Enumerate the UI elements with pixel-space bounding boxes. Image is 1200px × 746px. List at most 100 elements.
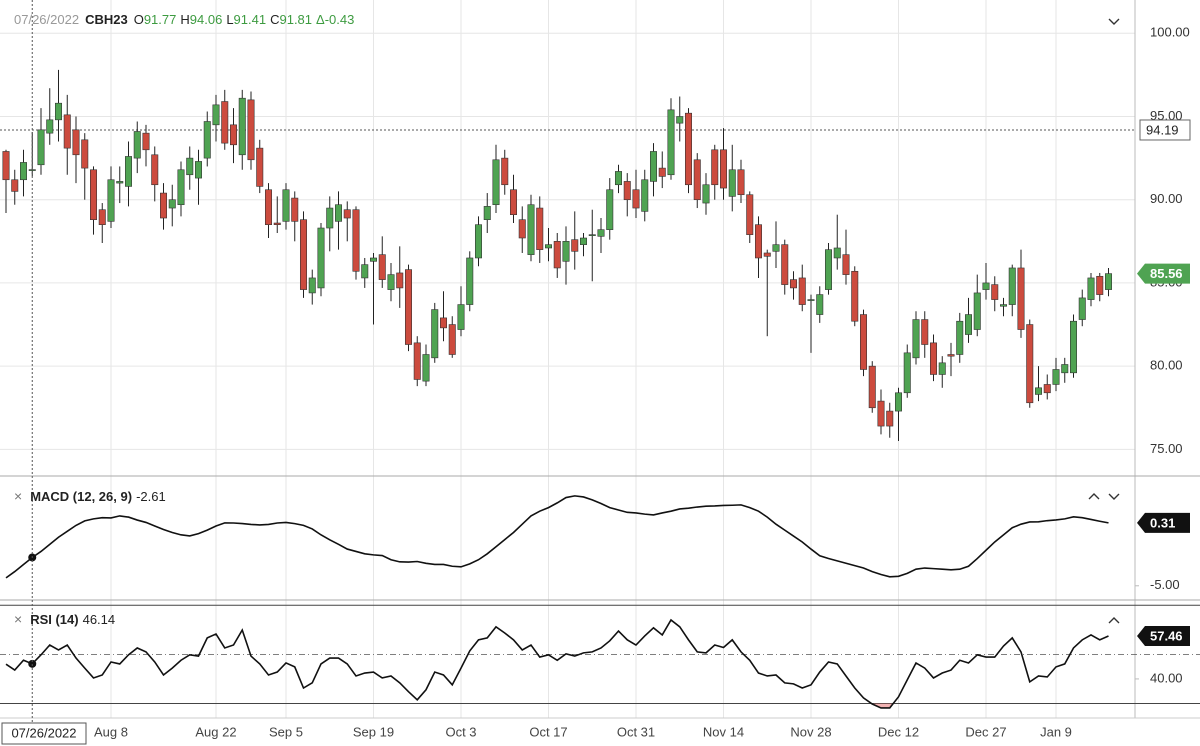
candle-body <box>1070 320 1078 374</box>
candle-body <box>553 241 561 269</box>
candle-body <box>737 169 745 196</box>
candle-body <box>396 272 404 289</box>
open-value: 91.77 <box>143 12 177 27</box>
candle-body <box>439 317 447 329</box>
candle-body <box>536 207 544 250</box>
indicator-line <box>5 495 1109 579</box>
candle-body <box>789 279 797 289</box>
candle-body <box>142 132 150 151</box>
candle-body <box>404 269 412 345</box>
y-tick-label: 90.00 <box>1150 191 1183 206</box>
candle-body <box>999 304 1007 307</box>
candle-body <box>195 161 203 179</box>
move-down-icon[interactable] <box>1108 493 1120 500</box>
candle-body <box>308 277 316 294</box>
candle-body <box>168 199 176 209</box>
indicator-line <box>5 618 1109 709</box>
close-icon[interactable]: × <box>14 611 23 627</box>
candle-body <box>579 237 587 245</box>
candle-body <box>116 181 124 184</box>
candle-body <box>326 207 334 229</box>
candle-body <box>369 257 377 262</box>
candle-body <box>160 192 168 219</box>
candle-body <box>973 292 981 330</box>
candle-body <box>964 314 972 335</box>
candle-body <box>352 209 360 272</box>
candle-body <box>492 159 500 206</box>
last-price-badge: 85.56 <box>1150 266 1183 281</box>
macd-legend: × MACD (12, 26, 9) -2.61 <box>14 488 166 504</box>
change-value: -0.43 <box>324 12 355 27</box>
candle-body <box>588 234 596 236</box>
candle-body <box>81 139 89 169</box>
plot-layer <box>0 0 1135 718</box>
candle-body <box>1052 369 1060 385</box>
candle-body <box>658 167 666 177</box>
candle-body <box>684 112 692 186</box>
candle-body <box>1105 273 1113 290</box>
candle-body <box>299 219 307 290</box>
candle-body <box>448 324 456 355</box>
candle-body <box>509 189 517 215</box>
candle-body <box>54 102 62 121</box>
candle-body <box>107 179 115 222</box>
candle-body <box>667 109 675 176</box>
crosshair-dot <box>28 659 37 668</box>
candle-body <box>238 97 246 156</box>
x-tick-label: Oct 31 <box>617 724 655 739</box>
candle-body <box>361 264 369 279</box>
candle-body <box>256 147 264 187</box>
candle-body <box>518 219 526 239</box>
candle-body <box>877 400 885 427</box>
candle-body <box>212 104 220 126</box>
candle-body <box>273 222 281 225</box>
legend: 07/26/2022 CBH23 O91.77 H94.06 L91.41 C91.81 Δ… <box>14 12 354 27</box>
candle-body <box>221 101 229 144</box>
change-label: Δ <box>316 12 325 27</box>
candle-body <box>894 392 902 412</box>
candle-body <box>282 189 290 222</box>
move-up-icon[interactable] <box>1108 617 1120 624</box>
candle-body <box>982 282 990 290</box>
x-tick-label: Oct 17 <box>529 724 567 739</box>
candle-body <box>842 254 850 275</box>
y-tick-label: 40.00 <box>1150 670 1183 685</box>
candle-body <box>527 204 535 255</box>
y-tick-label: 75.00 <box>1150 441 1183 456</box>
candle-body <box>912 319 920 359</box>
candle-body <box>186 157 194 176</box>
candle-body <box>807 299 815 301</box>
candle-body <box>938 362 946 375</box>
ohlc-label: L <box>226 12 234 27</box>
x-tick-label: Aug 8 <box>94 724 128 739</box>
candle-body <box>1026 324 1034 404</box>
candle-body <box>11 179 19 192</box>
x-tick-label: Dec 27 <box>965 724 1006 739</box>
candle-body <box>37 129 45 166</box>
candle-body <box>46 119 54 134</box>
x-tick-label: Oct 3 <box>445 724 476 739</box>
candle-body <box>457 304 465 330</box>
candle-body <box>903 352 911 394</box>
candle-body <box>264 189 272 225</box>
candle-body <box>562 241 570 262</box>
x-tick-label: Nov 14 <box>703 724 744 739</box>
candle-body <box>19 162 27 181</box>
candle-body <box>544 244 552 249</box>
close-icon[interactable]: × <box>14 488 23 504</box>
x-tick-label: Sep 19 <box>353 724 394 739</box>
high-value: 94.06 <box>189 12 223 27</box>
candle-body <box>746 194 754 235</box>
indicator-value: -2.61 <box>136 489 166 504</box>
candle-body <box>1035 387 1043 395</box>
candle-body <box>1008 267 1016 305</box>
candle-body <box>632 189 640 209</box>
candle-body <box>693 159 701 201</box>
collapse-icon[interactable] <box>1108 18 1120 25</box>
crosshair-price-label: 94.19 <box>1146 122 1179 137</box>
low-value: 91.41 <box>233 12 267 27</box>
candle-body <box>991 284 999 300</box>
move-up-icon[interactable] <box>1088 493 1100 500</box>
candle-body <box>334 204 342 222</box>
